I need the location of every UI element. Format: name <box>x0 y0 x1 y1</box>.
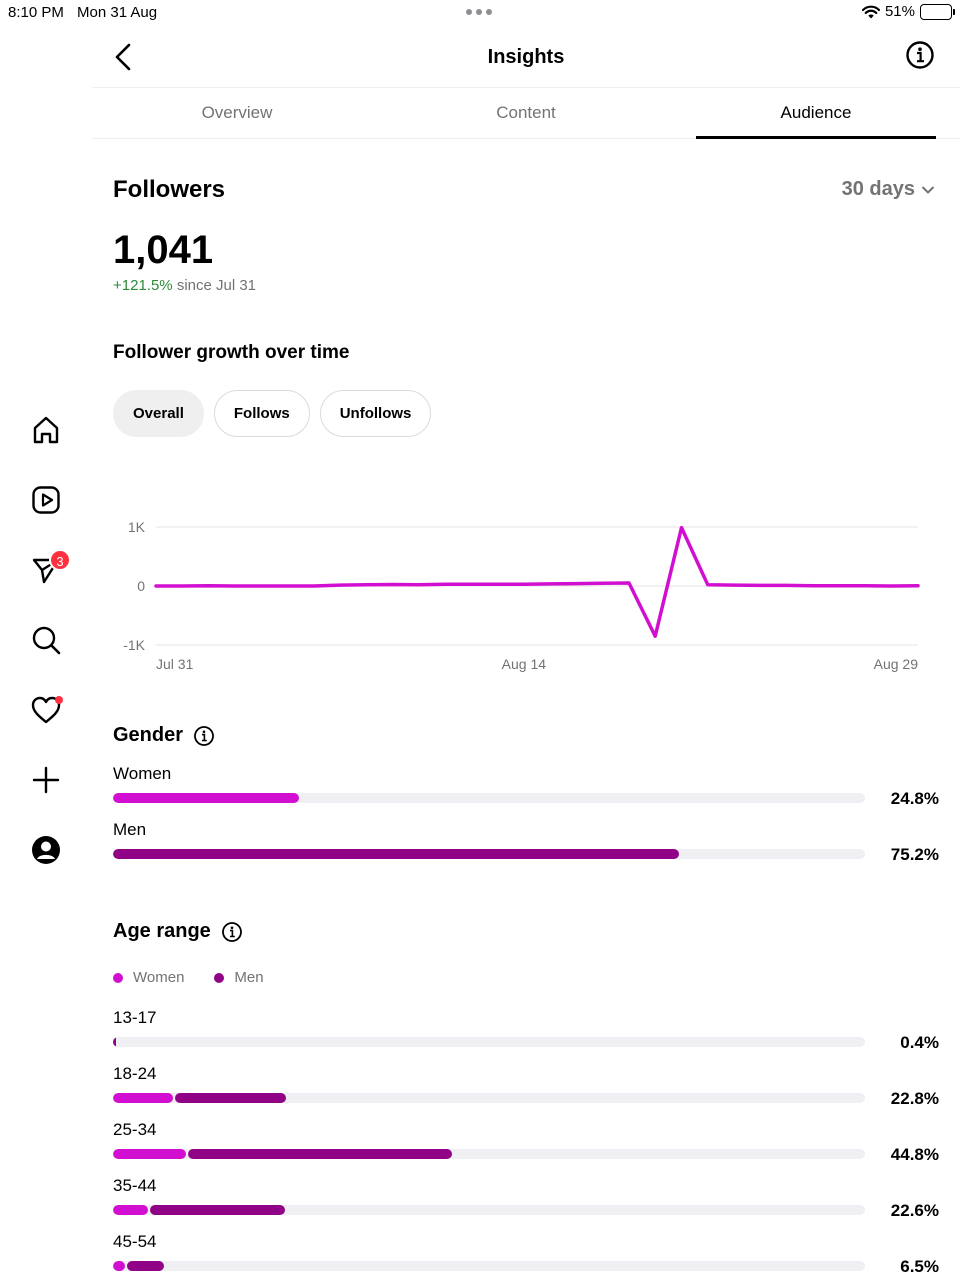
age-fill-men <box>187 1149 452 1159</box>
insights-tabs: Overview Content Audience <box>92 89 960 139</box>
status-time: 8:10 PM <box>8 4 64 21</box>
gender-label-women: Women <box>113 764 172 783</box>
period-selector[interactable]: 30 days <box>842 178 935 201</box>
info-icon[interactable] <box>905 40 935 70</box>
gender-bar-men <box>113 849 865 859</box>
age-fill-women <box>113 1149 186 1159</box>
gender-info-icon[interactable] <box>193 725 215 747</box>
filter-unfollows[interactable]: Unfollows <box>319 390 432 437</box>
age-fill-women <box>113 1261 126 1271</box>
age-label: 35-44 <box>113 1176 157 1195</box>
gender-bar-women <box>113 793 865 803</box>
reels-icon[interactable] <box>28 482 64 518</box>
legend-women: Women <box>113 969 184 986</box>
home-icon[interactable] <box>28 412 64 448</box>
chart-y-tick: 1K <box>128 519 146 535</box>
age-percent: 22.8% <box>890 1089 939 1108</box>
legend-women-label: Women <box>133 969 185 986</box>
age-bar <box>113 1205 865 1215</box>
legend-men: Men <box>214 969 264 986</box>
gender-fill-women <box>113 793 300 803</box>
multitasking-dots-icon[interactable] <box>466 9 492 15</box>
age-percent: 0.4% <box>900 1033 939 1052</box>
age-fill-men <box>150 1205 285 1215</box>
age-legend: Women Men <box>113 969 264 986</box>
gender-label-men: Men <box>113 820 147 839</box>
follower-change: +121.5% since Jul 31 <box>113 277 256 294</box>
tab-content[interactable]: Content <box>496 103 556 122</box>
wifi-icon <box>861 5 880 18</box>
gender-title: Gender <box>113 724 184 746</box>
age-label: 18-24 <box>113 1064 157 1083</box>
chart-x-tick: Jul 31 <box>156 656 194 672</box>
follower-change-since: since Jul 31 <box>176 277 257 294</box>
growth-title: Follower growth over time <box>113 342 350 363</box>
page-title: Insights <box>487 46 565 68</box>
gender-fill-men <box>113 849 679 859</box>
age-title: Age range <box>113 920 211 942</box>
chart-x-tick: Aug 29 <box>874 656 919 672</box>
age-info-icon[interactable] <box>221 921 243 943</box>
age-fill-women <box>113 1093 174 1103</box>
messages-badge: 3 <box>49 549 71 571</box>
chart-y-tick: -1K <box>123 637 145 653</box>
gender-percent-women: 24.8% <box>890 789 939 808</box>
chevron-down-icon <box>921 185 935 194</box>
back-arrow-icon[interactable] <box>110 40 136 74</box>
chart-x-tick: Aug 14 <box>502 656 547 672</box>
chart-series-line <box>154 525 920 638</box>
status-date: Mon 31 Aug <box>77 4 158 21</box>
follower-change-value: +121.5% <box>113 277 173 294</box>
plus-icon[interactable] <box>28 762 64 798</box>
age-label: 25-34 <box>113 1120 157 1139</box>
age-percent: 6.5% <box>900 1257 939 1276</box>
tab-overview[interactable]: Overview <box>201 103 273 122</box>
age-bar <box>113 1261 865 1271</box>
gender-percent-men: 75.2% <box>890 845 939 864</box>
age-fill-men <box>113 1037 116 1047</box>
follower-growth-chart: 1K 0 -1K Jul 31 Aug 14 Aug 29 <box>123 519 920 672</box>
gender-title-row: Gender <box>113 724 215 747</box>
age-bar <box>113 1149 865 1159</box>
battery-icon <box>920 3 955 20</box>
profile-icon[interactable] <box>28 832 64 868</box>
notification-dot <box>55 696 63 704</box>
period-label: 30 days <box>841 178 915 200</box>
filter-follows[interactable]: Follows <box>213 390 310 437</box>
legend-men-label: Men <box>234 969 264 986</box>
age-title-row: Age range <box>113 920 243 943</box>
age-bar <box>113 1037 865 1047</box>
followers-title: Followers <box>113 176 226 203</box>
age-fill-men <box>127 1261 164 1271</box>
age-label: 13-17 <box>113 1008 157 1027</box>
status-bar: 8:10 PM Mon 31 Aug 51% <box>0 0 960 26</box>
follower-count: 1,041 <box>113 228 214 272</box>
status-right: 51% <box>861 3 955 20</box>
filter-overall[interactable]: Overall <box>113 390 204 437</box>
battery-percent: 51% <box>884 3 915 20</box>
age-label: 45-54 <box>113 1232 157 1251</box>
age-percent: 22.6% <box>890 1201 939 1220</box>
age-fill-men <box>175 1093 287 1103</box>
chart-y-tick: 0 <box>137 578 145 594</box>
tab-audience[interactable]: Audience <box>696 89 936 139</box>
search-icon[interactable] <box>28 622 64 658</box>
age-bar <box>113 1093 865 1103</box>
growth-filters: Overall Follows Unfollows <box>113 390 432 437</box>
nav-bar: Insights <box>92 26 960 88</box>
age-fill-women <box>113 1205 149 1215</box>
heart-icon[interactable] <box>28 692 64 728</box>
age-percent: 44.8% <box>890 1145 939 1164</box>
